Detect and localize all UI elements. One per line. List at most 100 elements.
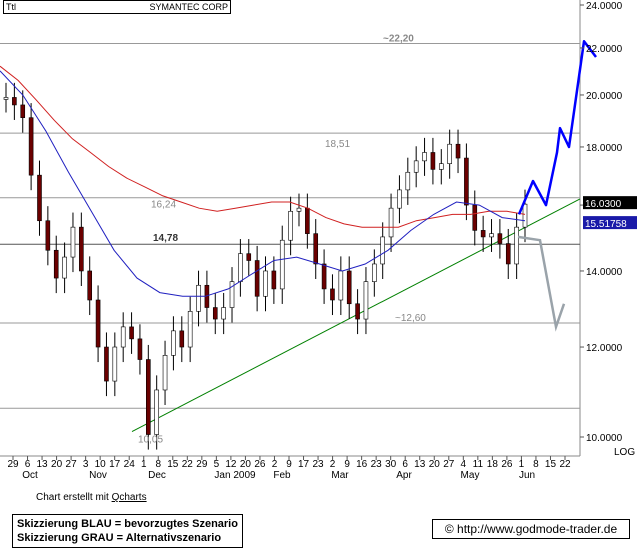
legend-grey: Skizzierung GRAU = Alternativszenario xyxy=(17,532,222,544)
x-day-label: 1 xyxy=(141,459,147,470)
x-day-label: 8 xyxy=(155,459,161,470)
candle-body xyxy=(20,104,26,118)
candle-body xyxy=(53,249,59,279)
candle-body xyxy=(397,189,402,209)
candle-body xyxy=(413,160,419,173)
candle-body xyxy=(112,346,118,382)
candle-body xyxy=(95,299,101,348)
candle-body xyxy=(472,204,478,231)
candle-body xyxy=(263,270,268,297)
candle-body xyxy=(438,163,444,170)
x-day-label: 17 xyxy=(298,459,310,470)
y-tick-label: 10.0000 xyxy=(586,433,623,444)
candle-body xyxy=(372,263,377,282)
candle-body xyxy=(28,117,34,176)
y-tick-label: 20.0000 xyxy=(586,91,623,102)
x-month-label: Oct xyxy=(22,470,38,481)
candle-body xyxy=(422,152,427,162)
x-day-label: 22 xyxy=(559,459,571,470)
x-day-label: 2 xyxy=(330,459,336,470)
ticker-symbol: Ttl xyxy=(6,2,16,12)
website-link[interactable]: © http://www.godmode-trader.de xyxy=(432,519,630,539)
chart-credit: Chart erstellt mit Qcharts xyxy=(36,492,147,503)
candle-body xyxy=(321,263,327,290)
x-day-label: 30 xyxy=(385,459,397,470)
moving-averages xyxy=(0,65,526,297)
x-day-label: 9 xyxy=(286,459,292,470)
x-day-label: 15 xyxy=(545,459,557,470)
candle-body xyxy=(87,270,93,301)
x-day-label: 6 xyxy=(402,459,408,470)
candle-body xyxy=(346,270,352,305)
x-day-label: 13 xyxy=(36,459,48,470)
candle-body xyxy=(480,230,486,238)
candle-body xyxy=(12,97,17,106)
candle-body xyxy=(70,226,76,258)
candle-body xyxy=(162,355,168,391)
x-month-label: Jan 2009 xyxy=(214,470,256,481)
candle-body xyxy=(187,311,193,348)
qcharts-link[interactable]: Qcharts xyxy=(111,492,147,503)
candle-body xyxy=(238,253,243,282)
chart-title-box: Ttl SYMANTEC CORP xyxy=(3,0,231,14)
x-day-label: 1 xyxy=(519,459,525,470)
candle-body xyxy=(296,207,302,212)
candle-body xyxy=(271,270,277,290)
x-day-label: 17 xyxy=(109,459,121,470)
candle-body xyxy=(104,346,109,382)
candle-body xyxy=(279,239,285,290)
x-day-label: 13 xyxy=(414,459,426,470)
x-day-label: 11 xyxy=(473,459,484,470)
x-day-label: 20 xyxy=(51,459,63,470)
x-day-label: 20 xyxy=(429,459,441,470)
x-month-label: Dec xyxy=(148,470,166,481)
candle-body xyxy=(363,281,369,320)
scenario-legend: Skizzierung BLAU = bevorzugtes Szenario … xyxy=(12,514,243,548)
x-day-label: 29 xyxy=(7,459,19,470)
x-month-label: May xyxy=(461,470,480,481)
x-month-label: Jun xyxy=(519,470,535,481)
y-tick-label: 14.0000 xyxy=(586,267,623,278)
candle-body xyxy=(137,338,143,360)
x-day-label: 5 xyxy=(214,459,220,470)
y-tick-label: 12.0000 xyxy=(586,343,623,354)
x-day-label: 24 xyxy=(124,459,136,470)
credit-prefix: Chart erstellt mit xyxy=(36,492,112,503)
x-tick-labels: 29 6 13 20 27 3 10 17 24 1 8 15 22 29 5 12 20 26 2 9 17 23 2 9 1… xyxy=(7,456,571,481)
candle-body xyxy=(455,143,461,159)
x-day-label: 20 xyxy=(240,459,252,470)
candle-body xyxy=(497,233,503,244)
candle-body xyxy=(514,226,519,265)
level-label: 18,51 xyxy=(325,139,350,150)
level-label: 14,78 xyxy=(153,233,178,244)
candle-body xyxy=(254,260,260,297)
price-tags: 16.0300 15.51758 xyxy=(583,196,637,230)
x-month-label: Mar xyxy=(331,470,349,481)
scenario-paths xyxy=(517,40,597,332)
x-day-label: 2 xyxy=(272,459,278,470)
candle-body xyxy=(45,220,51,251)
candle-body xyxy=(489,233,494,238)
x-month-label: Nov xyxy=(89,470,107,481)
last-price-label: 16.0300 xyxy=(585,199,622,210)
ma-value-tag xyxy=(583,216,637,230)
x-day-label: 18 xyxy=(487,459,499,470)
candle-body xyxy=(330,288,335,301)
last-price-tag xyxy=(583,196,637,210)
x-day-label: 15 xyxy=(167,459,179,470)
x-day-label: 9 xyxy=(344,459,350,470)
candle-body xyxy=(305,207,310,234)
x-month-label: Apr xyxy=(396,470,412,481)
level-label: ~22,20 xyxy=(383,33,414,44)
x-day-label: 10 xyxy=(95,459,107,470)
candle-body xyxy=(380,236,385,265)
candle-body xyxy=(221,307,226,320)
level-label: 16,24 xyxy=(151,200,176,211)
candles xyxy=(3,82,528,450)
scenario-grey-path xyxy=(517,235,566,332)
candle-body xyxy=(146,359,151,435)
candle-body xyxy=(212,307,218,320)
level-labels: ~22,20 18,51 16,24 14,78 ~12,60 10,05 xyxy=(138,33,426,445)
x-day-label: 23 xyxy=(312,459,324,470)
candle-body xyxy=(355,303,360,320)
